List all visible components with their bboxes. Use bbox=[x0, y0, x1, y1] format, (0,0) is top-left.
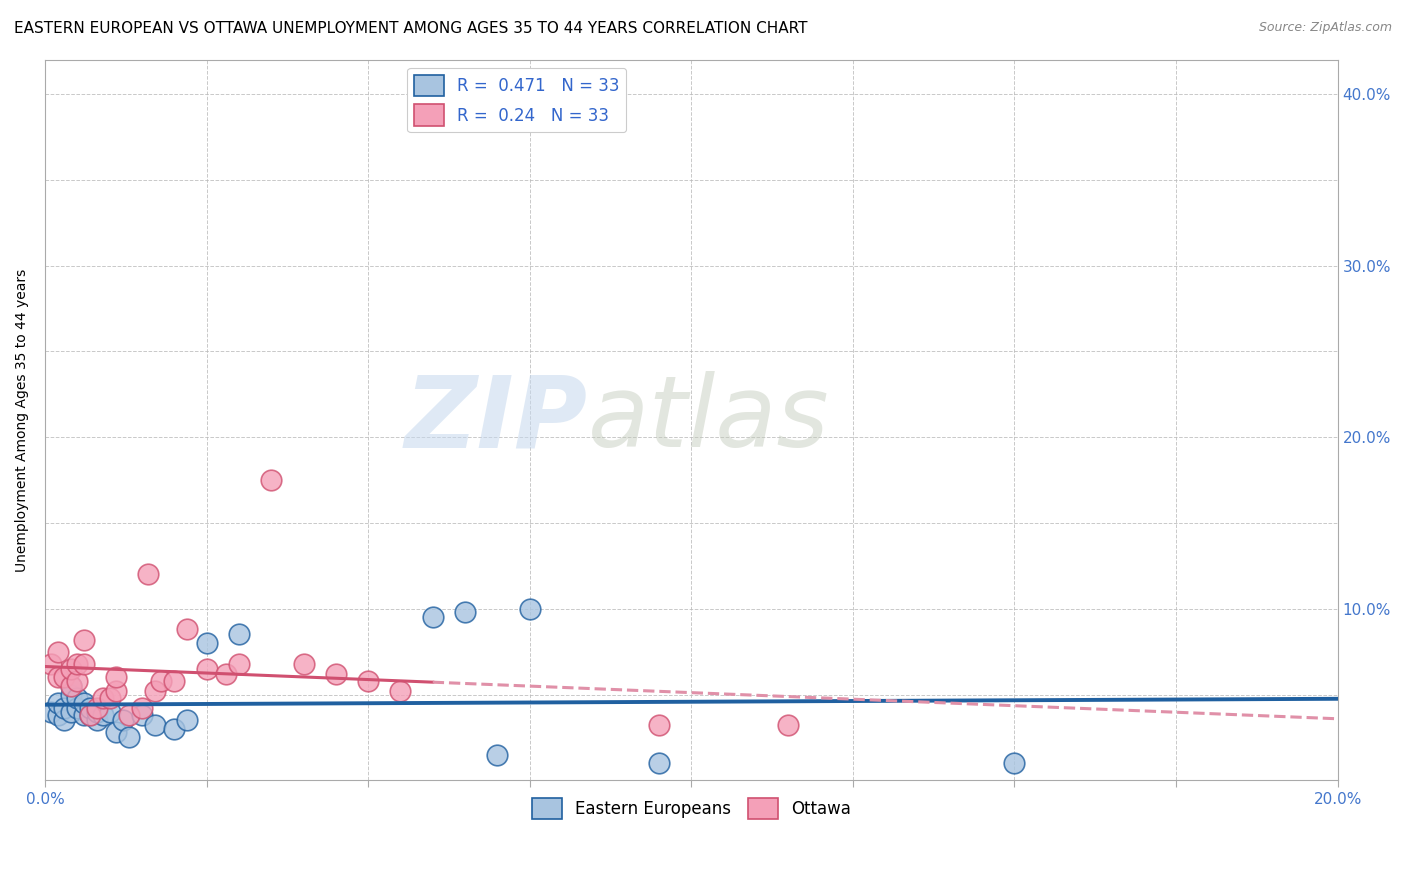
Point bbox=[73, 632, 96, 647]
Point bbox=[73, 657, 96, 671]
Point bbox=[228, 657, 250, 671]
Point bbox=[143, 718, 166, 732]
Point bbox=[53, 670, 76, 684]
Point bbox=[59, 688, 82, 702]
Point bbox=[150, 673, 173, 688]
Point bbox=[105, 670, 128, 684]
Point bbox=[86, 705, 108, 719]
Point bbox=[46, 644, 69, 658]
Point bbox=[41, 657, 63, 671]
Point bbox=[195, 636, 218, 650]
Point bbox=[79, 701, 101, 715]
Point bbox=[59, 662, 82, 676]
Point bbox=[86, 701, 108, 715]
Point bbox=[176, 622, 198, 636]
Point bbox=[422, 610, 444, 624]
Point bbox=[454, 605, 477, 619]
Point bbox=[66, 657, 89, 671]
Point bbox=[1004, 756, 1026, 771]
Point bbox=[195, 662, 218, 676]
Point bbox=[66, 701, 89, 715]
Point bbox=[59, 705, 82, 719]
Point bbox=[105, 725, 128, 739]
Point bbox=[131, 701, 153, 715]
Point bbox=[46, 708, 69, 723]
Point bbox=[66, 673, 89, 688]
Point bbox=[163, 673, 186, 688]
Point bbox=[46, 696, 69, 710]
Text: atlas: atlas bbox=[588, 371, 830, 468]
Point bbox=[46, 670, 69, 684]
Point bbox=[79, 708, 101, 723]
Point bbox=[357, 673, 380, 688]
Point bbox=[73, 708, 96, 723]
Point bbox=[111, 713, 134, 727]
Text: ZIP: ZIP bbox=[405, 371, 588, 468]
Point bbox=[73, 696, 96, 710]
Point bbox=[79, 708, 101, 723]
Point bbox=[86, 713, 108, 727]
Point bbox=[66, 690, 89, 705]
Y-axis label: Unemployment Among Ages 35 to 44 years: Unemployment Among Ages 35 to 44 years bbox=[15, 268, 30, 572]
Point bbox=[59, 679, 82, 693]
Point bbox=[260, 473, 283, 487]
Point bbox=[778, 718, 800, 732]
Point bbox=[91, 708, 114, 723]
Text: EASTERN EUROPEAN VS OTTAWA UNEMPLOYMENT AMONG AGES 35 TO 44 YEARS CORRELATION CH: EASTERN EUROPEAN VS OTTAWA UNEMPLOYMENT … bbox=[14, 21, 807, 36]
Point bbox=[98, 690, 121, 705]
Legend: Eastern Europeans, Ottawa: Eastern Europeans, Ottawa bbox=[524, 791, 858, 826]
Text: Source: ZipAtlas.com: Source: ZipAtlas.com bbox=[1258, 21, 1392, 34]
Point bbox=[41, 705, 63, 719]
Point bbox=[91, 690, 114, 705]
Point bbox=[389, 684, 412, 698]
Point bbox=[176, 713, 198, 727]
Point bbox=[53, 701, 76, 715]
Point bbox=[105, 684, 128, 698]
Point bbox=[143, 684, 166, 698]
Point bbox=[131, 708, 153, 723]
Point bbox=[118, 731, 141, 745]
Point bbox=[215, 667, 238, 681]
Point bbox=[325, 667, 347, 681]
Point bbox=[228, 627, 250, 641]
Point bbox=[519, 601, 541, 615]
Point bbox=[648, 718, 671, 732]
Point bbox=[138, 567, 160, 582]
Point bbox=[648, 756, 671, 771]
Point bbox=[98, 705, 121, 719]
Point bbox=[53, 713, 76, 727]
Point bbox=[486, 747, 509, 762]
Point bbox=[59, 679, 82, 693]
Point bbox=[292, 657, 315, 671]
Point bbox=[163, 722, 186, 736]
Point bbox=[118, 708, 141, 723]
